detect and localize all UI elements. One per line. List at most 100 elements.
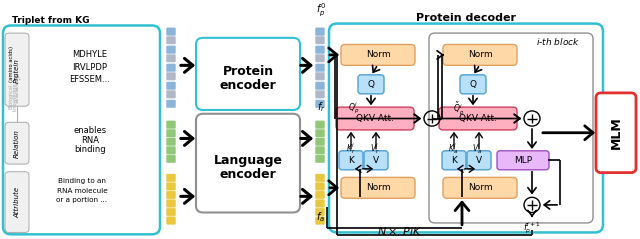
- FancyBboxPatch shape: [166, 72, 175, 80]
- FancyBboxPatch shape: [358, 75, 384, 94]
- FancyBboxPatch shape: [166, 155, 175, 163]
- FancyBboxPatch shape: [166, 183, 175, 190]
- FancyBboxPatch shape: [316, 208, 324, 216]
- Text: encoder: encoder: [220, 168, 276, 181]
- Text: $Q_p^i$: $Q_p^i$: [348, 100, 360, 116]
- Text: EFSSEM...: EFSSEM...: [70, 75, 111, 84]
- Text: Binding to an: Binding to an: [58, 178, 106, 184]
- Text: RNA: RNA: [81, 136, 99, 145]
- FancyBboxPatch shape: [166, 64, 175, 71]
- FancyBboxPatch shape: [316, 138, 324, 146]
- Text: $K_a^i$: $K_a^i$: [448, 141, 458, 156]
- FancyBboxPatch shape: [329, 24, 603, 233]
- Text: Biological: Biological: [8, 84, 13, 109]
- FancyBboxPatch shape: [166, 54, 175, 62]
- FancyBboxPatch shape: [166, 100, 175, 108]
- Text: QKV Att.: QKV Att.: [459, 114, 497, 123]
- FancyBboxPatch shape: [316, 36, 324, 44]
- FancyBboxPatch shape: [467, 151, 491, 170]
- FancyBboxPatch shape: [166, 91, 175, 98]
- FancyBboxPatch shape: [5, 122, 29, 164]
- FancyBboxPatch shape: [166, 174, 175, 182]
- Text: $f_r$: $f_r$: [317, 100, 325, 114]
- FancyBboxPatch shape: [316, 72, 324, 80]
- FancyBboxPatch shape: [341, 177, 415, 198]
- FancyBboxPatch shape: [166, 147, 175, 154]
- FancyBboxPatch shape: [316, 191, 324, 199]
- FancyBboxPatch shape: [5, 172, 29, 233]
- Text: Protein decoder: Protein decoder: [416, 13, 516, 23]
- Text: K: K: [451, 156, 457, 165]
- FancyBboxPatch shape: [166, 200, 175, 207]
- FancyBboxPatch shape: [316, 183, 324, 190]
- FancyBboxPatch shape: [316, 100, 324, 108]
- Text: MLM: MLM: [609, 116, 623, 149]
- FancyBboxPatch shape: [196, 114, 300, 212]
- Text: encoder: encoder: [220, 79, 276, 92]
- FancyBboxPatch shape: [316, 130, 324, 137]
- FancyBboxPatch shape: [429, 33, 593, 223]
- Text: $V_a^i$: $V_a^i$: [472, 141, 482, 156]
- Text: Norm: Norm: [365, 50, 390, 60]
- FancyBboxPatch shape: [316, 28, 324, 35]
- FancyBboxPatch shape: [341, 44, 415, 65]
- Text: $K_r^i$: $K_r^i$: [346, 141, 356, 156]
- FancyBboxPatch shape: [442, 151, 466, 170]
- Text: $V_r^i$: $V_r^i$: [370, 141, 380, 156]
- FancyBboxPatch shape: [166, 130, 175, 137]
- Text: Protein: Protein: [223, 65, 273, 77]
- Text: $N \times$ PiK: $N \times$ PiK: [378, 225, 422, 237]
- FancyBboxPatch shape: [196, 38, 300, 110]
- FancyBboxPatch shape: [364, 151, 388, 170]
- Text: Norm: Norm: [468, 183, 492, 192]
- FancyBboxPatch shape: [460, 75, 486, 94]
- Text: RNA molecule: RNA molecule: [56, 188, 108, 194]
- FancyBboxPatch shape: [166, 82, 175, 90]
- FancyBboxPatch shape: [316, 200, 324, 207]
- FancyBboxPatch shape: [316, 147, 324, 154]
- Text: $f_a$: $f_a$: [316, 210, 326, 224]
- Text: binding: binding: [74, 145, 106, 154]
- FancyBboxPatch shape: [166, 121, 175, 129]
- Text: V: V: [476, 156, 482, 165]
- FancyBboxPatch shape: [497, 151, 549, 170]
- FancyBboxPatch shape: [166, 28, 175, 35]
- Text: Norm: Norm: [468, 50, 492, 60]
- Text: Attribute: Attribute: [14, 186, 20, 218]
- FancyBboxPatch shape: [439, 107, 517, 130]
- Text: Triplet from KG: Triplet from KG: [12, 16, 90, 25]
- FancyBboxPatch shape: [443, 177, 517, 198]
- Text: K: K: [348, 156, 354, 165]
- Text: Q: Q: [470, 80, 477, 89]
- FancyBboxPatch shape: [316, 174, 324, 182]
- FancyBboxPatch shape: [443, 44, 517, 65]
- Text: knowledge: knowledge: [12, 82, 17, 111]
- FancyBboxPatch shape: [316, 64, 324, 71]
- Text: $i$-th block: $i$-th block: [536, 36, 580, 47]
- Text: or a portion ...: or a portion ...: [56, 197, 108, 203]
- FancyBboxPatch shape: [166, 217, 175, 224]
- FancyBboxPatch shape: [316, 91, 324, 98]
- FancyBboxPatch shape: [316, 54, 324, 62]
- FancyBboxPatch shape: [166, 191, 175, 199]
- Text: (amino acids): (amino acids): [8, 45, 13, 81]
- Text: Norm: Norm: [365, 183, 390, 192]
- Text: IRVLPDP: IRVLPDP: [72, 63, 108, 72]
- FancyBboxPatch shape: [316, 82, 324, 90]
- Text: Relation: Relation: [14, 129, 20, 158]
- FancyBboxPatch shape: [166, 36, 175, 44]
- FancyBboxPatch shape: [166, 208, 175, 216]
- Text: $f_p^{i+1}$: $f_p^{i+1}$: [524, 220, 541, 236]
- Text: $\tilde{Q}_p^i$: $\tilde{Q}_p^i$: [453, 100, 465, 117]
- FancyBboxPatch shape: [316, 217, 324, 224]
- FancyBboxPatch shape: [5, 33, 29, 106]
- FancyBboxPatch shape: [316, 46, 324, 54]
- Text: MLP: MLP: [514, 156, 532, 165]
- FancyBboxPatch shape: [316, 155, 324, 163]
- FancyBboxPatch shape: [339, 151, 363, 170]
- Text: QKV Att.: QKV Att.: [356, 114, 394, 123]
- FancyBboxPatch shape: [316, 121, 324, 129]
- FancyBboxPatch shape: [596, 93, 636, 173]
- Text: Language: Language: [214, 154, 282, 167]
- Text: enables: enables: [74, 126, 107, 135]
